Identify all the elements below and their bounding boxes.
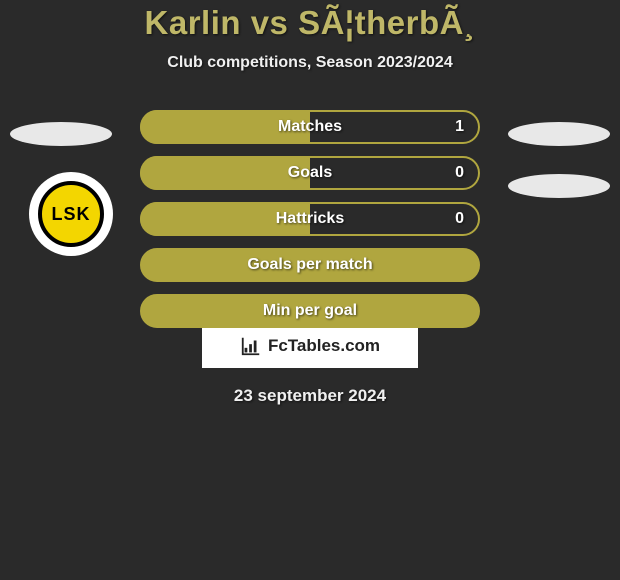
- footer-date: 23 september 2024: [0, 386, 620, 406]
- placeholder-ellipse-right-top: [508, 122, 610, 146]
- stat-bar-row: Hattricks0: [140, 202, 480, 236]
- stat-bar-value: 0: [455, 156, 464, 190]
- placeholder-ellipse-left: [10, 122, 112, 146]
- stat-bars-container: Matches1Goals0Hattricks0Goals per matchM…: [140, 110, 480, 340]
- team-badge-inner: LSK: [38, 181, 104, 247]
- team-badge-left: LSK: [29, 172, 113, 256]
- stat-bar-label: Goals: [140, 156, 480, 190]
- stat-bar-value: 0: [455, 202, 464, 236]
- placeholder-ellipse-right-bottom: [508, 174, 610, 198]
- stat-bar-row: Matches1: [140, 110, 480, 144]
- stat-bar-row: Goals0: [140, 156, 480, 190]
- stat-bar-value: 1: [455, 110, 464, 144]
- page-subtitle: Club competitions, Season 2023/2024: [0, 54, 620, 72]
- stat-bar-row: Goals per match: [140, 248, 480, 282]
- page-title: Karlin vs SÃ¦therbÃ¸: [0, 0, 620, 42]
- stat-bar-label: Matches: [140, 110, 480, 144]
- stat-bar-label: Hattricks: [140, 202, 480, 236]
- team-badge-text: LSK: [52, 204, 91, 225]
- stat-bar-label: Min per goal: [140, 294, 480, 328]
- stat-bar-row: Min per goal: [140, 294, 480, 328]
- stat-bar-label: Goals per match: [140, 248, 480, 282]
